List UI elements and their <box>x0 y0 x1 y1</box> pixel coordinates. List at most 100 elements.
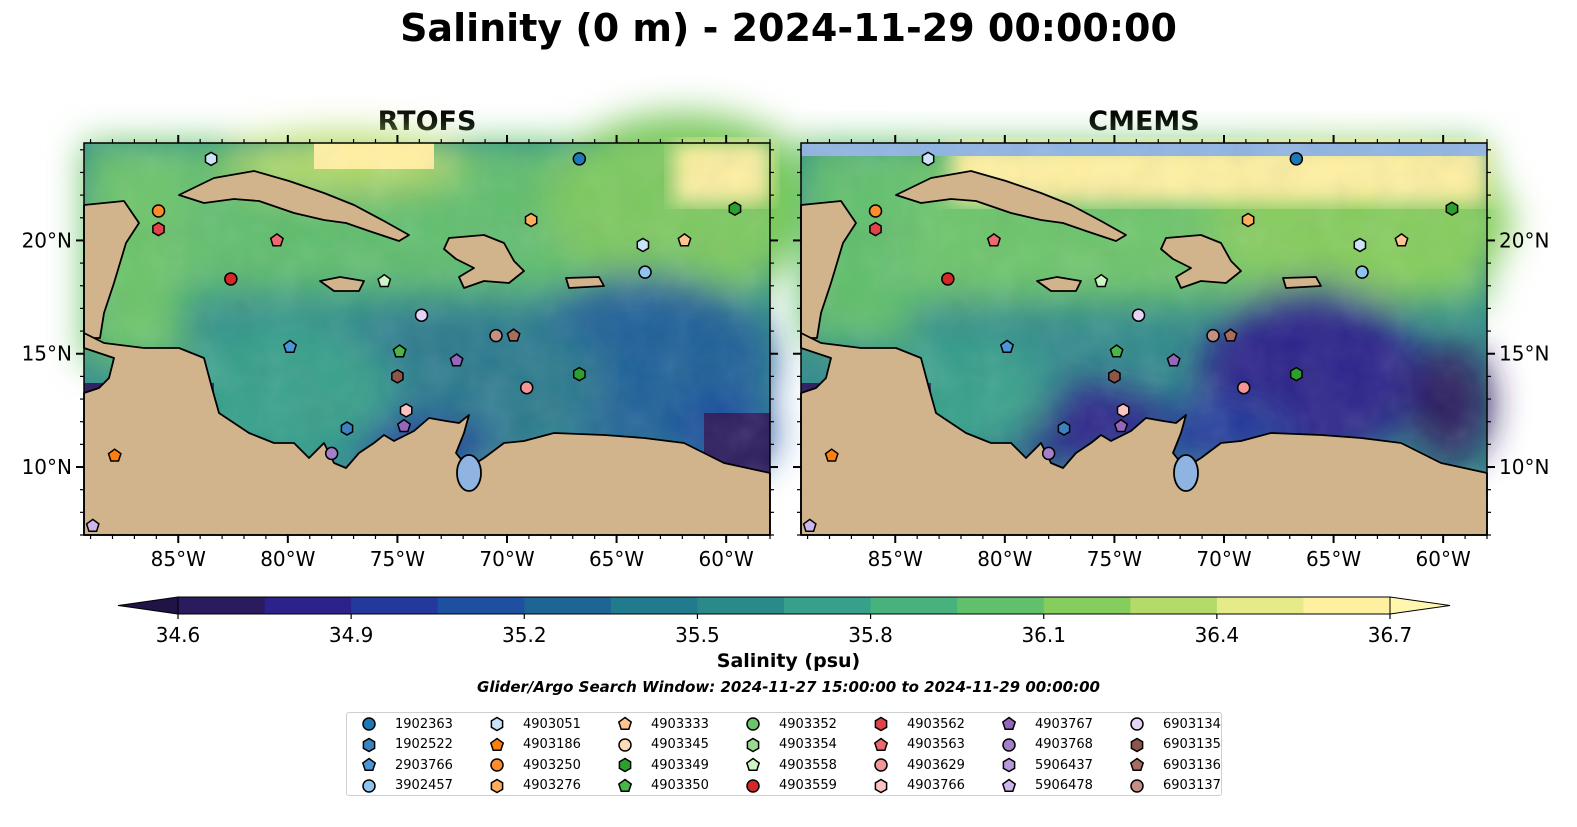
legend-label: 4903766 <box>907 778 965 793</box>
colorbar-label: Salinity (psu) <box>716 650 861 672</box>
legend-entry: 6903136 <box>1127 755 1221 775</box>
legend-entry: 4903559 <box>743 776 837 796</box>
legend-label: 4903186 <box>523 737 581 752</box>
float-marker-1902363 <box>572 152 587 166</box>
legend-label: 4903558 <box>779 757 837 773</box>
legend-marker <box>362 737 376 752</box>
legend-marker <box>490 758 504 772</box>
legend-marker-icon <box>1001 716 1017 731</box>
float-marker-4903349 <box>1289 366 1303 382</box>
legend-entry: 4903352 <box>743 714 837 734</box>
float-marker-6903137 <box>489 328 503 343</box>
legend-label: 6903135 <box>1163 737 1221 752</box>
float-marker-4903562 <box>869 221 882 237</box>
float-marker-4903186 <box>824 448 839 462</box>
float-marker-4903562 <box>152 221 165 237</box>
legend-entry: 4903563 <box>871 735 965 755</box>
float-marker-4903559 <box>224 272 238 286</box>
colorbar-tick-label: 34.6 <box>156 623 201 647</box>
float-marker-4903349 <box>572 366 586 382</box>
lon-tick-label: 65°W <box>589 547 644 571</box>
float-marker-3902457 <box>1355 265 1369 279</box>
lon-tick-label: 80°W <box>977 547 1032 571</box>
legend-marker <box>745 757 761 772</box>
legend-marker-icon <box>617 716 633 731</box>
legend-entry: 4903350 <box>615 776 709 796</box>
legend-marker <box>361 757 377 772</box>
legend-entry: 4903562 <box>871 714 965 734</box>
legend-marker <box>617 716 633 731</box>
float-marker-4903629 <box>1236 380 1251 395</box>
legend-label: 4903768 <box>1035 737 1093 752</box>
legend-marker-icon <box>1001 778 1017 792</box>
legend-marker-icon <box>874 716 888 732</box>
legend-label: 4903350 <box>651 778 709 793</box>
lon-tick-label: 60°W <box>1416 547 1471 571</box>
legend-marker <box>618 757 632 773</box>
legend-marker-icon <box>1130 717 1144 731</box>
lon-tick-label: 85°W <box>151 547 206 571</box>
legend-marker <box>618 737 632 752</box>
float-marker-4903563 <box>269 232 284 247</box>
float-marker-4903333 <box>677 232 692 247</box>
colorbar-tick-label: 36.7 <box>1368 623 1413 647</box>
legend-marker-icon <box>1129 757 1145 772</box>
legend-entry: 5906478 <box>999 776 1093 796</box>
legend-marker <box>1001 716 1017 731</box>
lat-tick-label: 10°N <box>1499 455 1549 479</box>
legend-entry: 2903766 <box>359 755 453 775</box>
legend-entry: 4903250 <box>487 755 581 775</box>
float-marker-4903349 <box>728 201 742 217</box>
legend-marker <box>746 717 760 731</box>
legend-marker <box>489 737 505 751</box>
float-marker-4903186 <box>107 448 122 462</box>
float-marker-4903767 <box>449 353 464 367</box>
lon-tick-label: 70°W <box>479 547 534 571</box>
legend-entry: 4903766 <box>871 776 965 796</box>
float-markers-rtofs <box>85 151 742 532</box>
colorbar-tick-label: 35.5 <box>675 623 720 647</box>
legend-label: 5906437 <box>1035 757 1093 773</box>
float-marker-4903333 <box>1394 232 1409 247</box>
colorbar-tick-label: 35.2 <box>502 623 547 647</box>
legend-marker <box>1002 757 1016 773</box>
lon-tick-label: 60°W <box>699 547 754 571</box>
legend-marker-icon <box>618 737 632 752</box>
float-marker-4903558 <box>377 273 392 288</box>
float-marker-4903276 <box>1241 212 1255 228</box>
legend: 1902363 1902522 2903766 3902457 4903051 49031… <box>346 712 1222 796</box>
legend-marker-icon <box>874 758 888 772</box>
legend-marker-icon <box>489 737 505 751</box>
legend-marker <box>874 758 888 772</box>
float-marker-4903767 <box>1166 353 1181 367</box>
legend-entry: 4903051 <box>487 714 581 734</box>
legend-marker-icon <box>362 717 376 731</box>
lon-tick-label: 65°W <box>1306 547 1361 571</box>
legend-label: 6903137 <box>1163 778 1221 793</box>
legend-marker <box>490 716 504 732</box>
legend-marker <box>1130 717 1144 731</box>
float-marker-4903250 <box>151 204 166 218</box>
legend-marker <box>874 778 888 793</box>
legend-entry: 6903134 <box>1127 714 1221 734</box>
legend-marker <box>1130 778 1144 793</box>
legend-entry: 1902522 <box>359 735 453 755</box>
float-marker-4903768 <box>324 446 339 461</box>
float-marker-4903767 <box>1113 418 1129 433</box>
float-marker-4903051 <box>204 151 218 167</box>
legend-marker <box>873 737 889 751</box>
legend-marker-icon <box>1130 737 1144 752</box>
legend-marker-icon <box>873 737 889 751</box>
legend-label: 4903349 <box>651 757 709 773</box>
map-axes: 85°W 80°W 75°W 70°W 65°W 60°W 10°N 15°N 20°N 85°W… <box>22 135 1549 571</box>
float-marker-4903768 <box>1041 446 1056 461</box>
map-panel-rtofs <box>83 113 824 536</box>
legend-marker-icon <box>362 778 376 793</box>
legend-entry: 4903354 <box>743 735 837 755</box>
legend-entry: 6903135 <box>1127 735 1221 755</box>
float-marker-6903135 <box>1108 369 1121 384</box>
legend-marker <box>746 778 760 793</box>
legend-marker-icon <box>746 717 760 731</box>
legend-label: 2903766 <box>395 757 453 773</box>
panel-title-rtofs: RTOFS <box>377 106 477 137</box>
